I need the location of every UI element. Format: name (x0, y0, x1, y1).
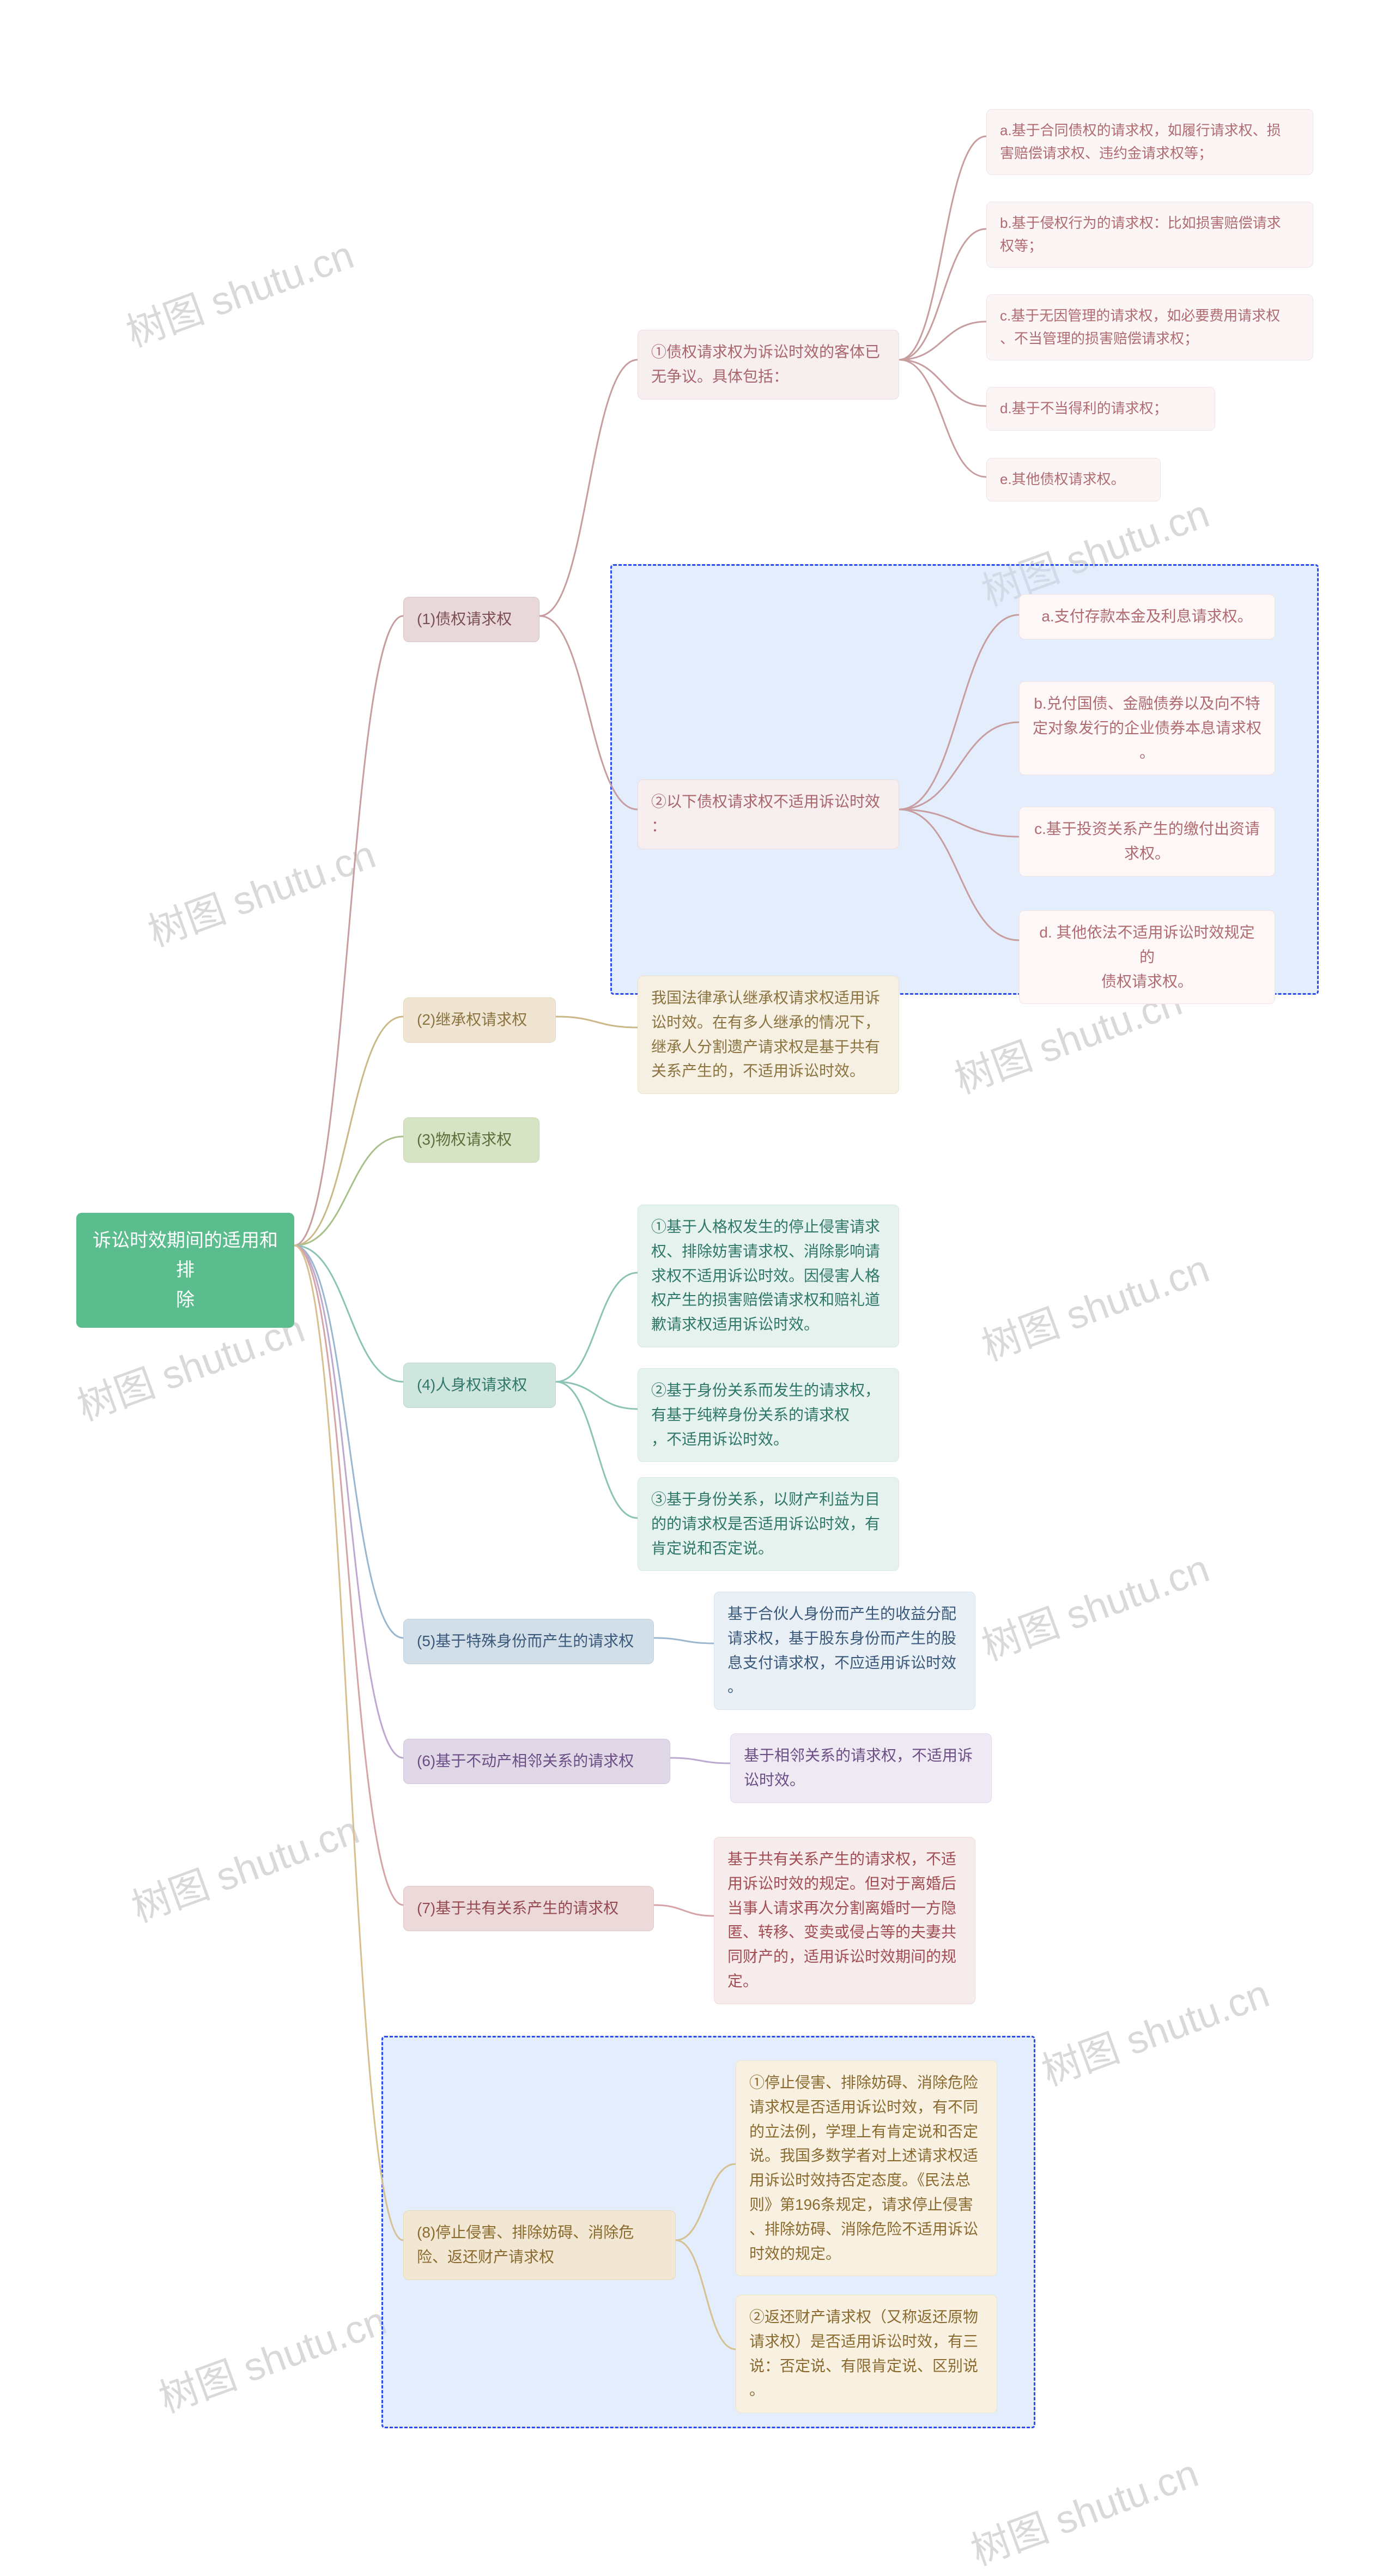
node-6[interactable]: (6)基于不动产相邻关系的请求权 (403, 1739, 670, 1784)
node-1a[interactable]: ①债权请求权为诉讼时效的客体已无争议。具体包括： (638, 330, 899, 400)
watermark: 树图 shutu.cn (139, 823, 382, 958)
node-3[interactable]: (3)物权请求权 (403, 1117, 539, 1163)
node-5[interactable]: (5)基于特殊身份而产生的请求权 (403, 1619, 654, 1664)
node-5a[interactable]: 基于合伙人身份而产生的收益分配请求权，基于股东身份而产生的股息支付请求权，不应适… (714, 1592, 975, 1710)
watermark: 树图 shutu.cn (973, 1537, 1216, 1672)
node-8b[interactable]: ②返还财产请求权（又称返还原物请求权）是否适用诉讼时效，有三说：否定说、有限肯定… (736, 2295, 997, 2413)
node-1b[interactable]: ②以下债权请求权不适用诉讼时效： (638, 779, 899, 849)
node-1b3[interactable]: c.基于投资关系产生的缴付出资请求权。 (1019, 807, 1275, 876)
node-2a[interactable]: 我国法律承认继承权请求权适用诉讼时效。在有多人继承的情况下，继承人分割遗产请求权… (638, 976, 899, 1094)
node-7[interactable]: (7)基于共有关系产生的请求权 (403, 1886, 654, 1931)
node-1a4[interactable]: d.基于不当得利的请求权； (986, 387, 1215, 431)
watermark: 树图 shutu.cn (962, 2441, 1205, 2576)
watermark: 树图 shutu.cn (150, 2289, 393, 2424)
node-4b[interactable]: ②基于身份关系而发生的请求权，有基于纯粹身份关系的请求权，不适用诉讼时效。 (638, 1368, 899, 1462)
node-1[interactable]: (1)债权请求权 (403, 597, 539, 642)
node-8[interactable]: (8)停止侵害、排除妨碍、消除危险、返还财产请求权 (403, 2210, 676, 2280)
watermark: 树图 shutu.cn (1033, 1962, 1276, 2097)
watermark: 树图 shutu.cn (123, 1798, 366, 1933)
watermark: 树图 shutu.cn (973, 1237, 1216, 1372)
node-6a[interactable]: 基于相邻关系的请求权，不适用诉讼时效。 (730, 1733, 992, 1803)
node-1b2[interactable]: b.兑付国债、金融债券以及向不特定对象发行的企业债券本息请求权。 (1019, 681, 1275, 775)
node-1a5[interactable]: e.其他债权请求权。 (986, 458, 1161, 501)
node-1b1[interactable]: a.支付存款本金及利息请求权。 (1019, 594, 1275, 639)
node-7a[interactable]: 基于共有关系产生的请求权，不适用诉讼时效的规定。但对于离婚后当事人请求再次分割离… (714, 1837, 975, 2004)
node-1a3[interactable]: c.基于无因管理的请求权，如必要费用请求权、不当管理的损害赔偿请求权； (986, 294, 1313, 360)
node-4[interactable]: (4)人身权请求权 (403, 1363, 556, 1408)
node-1b4[interactable]: d. 其他依法不适用诉讼时效规定的债权请求权。 (1019, 910, 1275, 1004)
node-1a2[interactable]: b.基于侵权行为的请求权：比如损害赔偿请求权等； (986, 202, 1313, 268)
node-8a[interactable]: ①停止侵害、排除妨碍、消除危险请求权是否适用诉讼时效，有不同的立法例，学理上有肯… (736, 2060, 997, 2276)
watermark: 树图 shutu.cn (117, 223, 360, 358)
node-2[interactable]: (2)继承权请求权 (403, 997, 556, 1043)
root-node[interactable]: 诉讼时效期间的适用和排除 (76, 1213, 294, 1328)
node-4c[interactable]: ③基于身份关系，以财产利益为目的的请求权是否适用诉讼时效，有肯定说和否定说。 (638, 1477, 899, 1571)
node-1a1[interactable]: a.基于合同债权的请求权，如履行请求权、损害赔偿请求权、违约金请求权等； (986, 109, 1313, 175)
node-4a[interactable]: ①基于人格权发生的停止侵害请求权、排除妨害请求权、消除影响请求权不适用诉讼时效。… (638, 1205, 899, 1347)
